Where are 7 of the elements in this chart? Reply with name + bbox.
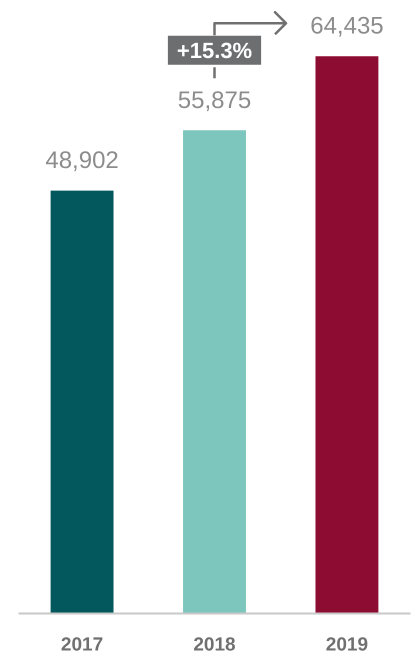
- data-label: 55,875: [178, 86, 252, 114]
- x-tick-label: 2018: [193, 634, 236, 655]
- x-tick-label: 2017: [60, 634, 104, 655]
- data-label: 64,435: [310, 12, 384, 40]
- annotation: +15.3%: [176, 38, 252, 63]
- x-tick-label: 2019: [326, 634, 368, 655]
- data-label: 48,902: [45, 147, 119, 174]
